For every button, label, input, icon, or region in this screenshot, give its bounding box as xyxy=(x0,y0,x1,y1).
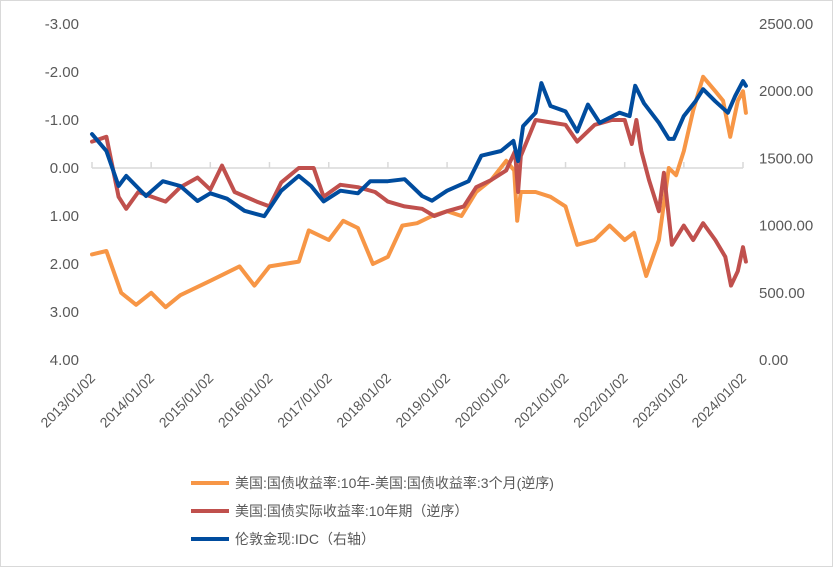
chart-plot: -3.00 -2.00 -1.00 0.00 1.00 2.00 3.00 4.00 0.00 5… xyxy=(37,16,813,431)
legend-item-gold: 伦敦金现:IDC（右轴） xyxy=(191,529,375,549)
x-axis-tick-label: 2023/01/02 xyxy=(629,370,690,431)
series-line-0 xyxy=(90,74,748,310)
x-axis-tick-label: 2024/01/02 xyxy=(688,370,749,431)
x-axis-tick-label: 2019/01/02 xyxy=(392,370,453,431)
x-axis-tick-label: 2018/01/02 xyxy=(333,370,394,431)
left-axis-tick-label: -3.00 xyxy=(45,16,79,33)
right-axis-tick-label: 0.00 xyxy=(759,352,788,369)
right-axis-tick-label: 1000.00 xyxy=(759,218,813,235)
legend-label: 美国:国债实际收益率:10年期（逆序） xyxy=(235,503,469,519)
right-axis-tick-label: 2500.00 xyxy=(759,16,813,33)
right-axis-tick-label: 1500.00 xyxy=(759,150,813,167)
legend-item-real-yield: 美国:国债实际收益率:10年期（逆序） xyxy=(191,501,468,521)
left-axis-tick-label: -2.00 xyxy=(45,64,79,81)
x-axis-tick-label: 2014/01/02 xyxy=(96,370,157,431)
left-axis-tick-label: 4.00 xyxy=(50,352,79,369)
legend-swatch xyxy=(191,481,229,485)
x-axis-tick-label: 2020/01/02 xyxy=(451,370,512,431)
series-line-1 xyxy=(90,118,748,288)
x-axis-tick-label: 2013/01/02 xyxy=(37,370,98,431)
left-axis-tick-label: 0.00 xyxy=(50,160,79,177)
legend-swatch xyxy=(191,537,229,541)
left-axis-tick-label: 3.00 xyxy=(50,304,79,321)
series-line-2 xyxy=(90,79,748,219)
x-axis-tick-label: 2021/01/02 xyxy=(511,370,572,431)
legend-label: 美国:国债收益率:10年-美国:国债收益率:3个月(逆序) xyxy=(235,475,554,491)
left-axis-tick-label: 1.00 xyxy=(50,208,79,225)
x-axis-tick-label: 2022/01/02 xyxy=(570,370,631,431)
legend-item-spread: 美国:国债收益率:10年-美国:国债收益率:3个月(逆序) xyxy=(191,473,554,493)
right-axis-tick-label: 2000.00 xyxy=(759,83,813,100)
left-axis-tick-label: 2.00 xyxy=(50,256,79,273)
right-axis-tick-label: 500.00 xyxy=(759,285,805,302)
legend-label: 伦敦金现:IDC（右轴） xyxy=(235,531,375,547)
x-axis-tick-label: 2017/01/02 xyxy=(274,370,335,431)
legend-swatch xyxy=(191,509,229,513)
left-axis-tick-label: -1.00 xyxy=(45,112,79,129)
x-axis-tick-label: 2016/01/02 xyxy=(215,370,276,431)
x-axis-tick-label: 2015/01/02 xyxy=(156,370,217,431)
